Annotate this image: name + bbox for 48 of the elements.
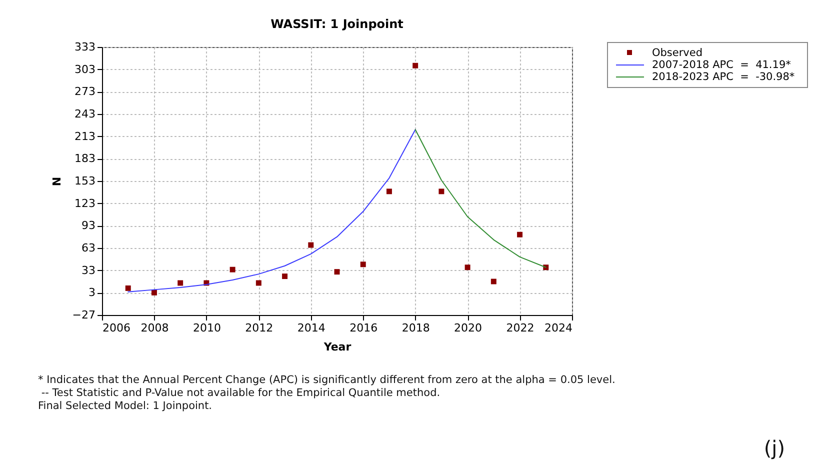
- y-axis-title: N: [50, 176, 64, 186]
- point: [438, 188, 444, 194]
- x-tick-label: 2016: [350, 322, 378, 334]
- legend-label: 2007-2018 APC = 41.19*: [652, 59, 791, 71]
- x-tick-label: 2014: [297, 322, 326, 334]
- text: -- Test Statistic and P-Value not available for the Empirical Quantile method.: [41, 387, 440, 399]
- legend-label: 2018-2023 APC = -30.98*: [652, 71, 795, 83]
- x-tick-label: 2024: [544, 322, 572, 334]
- point: [360, 262, 366, 268]
- x-tick-label: 2022: [506, 322, 534, 334]
- point: [230, 266, 236, 272]
- y-tick-label: 3: [88, 286, 96, 300]
- point: [151, 290, 157, 296]
- point: [386, 188, 392, 194]
- point: [256, 280, 262, 286]
- y-tick-label: 93: [82, 219, 96, 232]
- point: [334, 269, 340, 275]
- text: * Indicates that the Annual Percent Change (APC) is significantly different from zero at the alpha = 0.05 level.: [38, 374, 616, 386]
- x-tick-label: 2020: [454, 322, 482, 334]
- y-tick-label: 123: [74, 196, 96, 210]
- point: [282, 274, 288, 280]
- point: [178, 280, 184, 286]
- y-tick-label: 333: [74, 40, 96, 54]
- point: [517, 232, 523, 238]
- chart-title: WASSIT: 1 Joinpoint: [270, 17, 404, 31]
- x-tick-label: 2006: [102, 322, 130, 334]
- x-tick-label: 2018: [402, 322, 430, 334]
- point: [125, 285, 131, 291]
- point: [412, 62, 418, 68]
- y-tick-label: 183: [74, 152, 96, 166]
- y-tick-label: 243: [74, 108, 96, 120]
- y-tick-label: 63: [82, 242, 96, 254]
- legend-label: Observed: [652, 47, 703, 59]
- y-tick-label: 303: [74, 62, 96, 76]
- point: [308, 242, 314, 248]
- point: [490, 278, 496, 284]
- x-axis-title: Year: [322, 340, 352, 354]
- x-tick-label: 2010: [192, 322, 221, 334]
- y-tick-label: 213: [74, 130, 96, 143]
- text: (j): [764, 436, 785, 460]
- point: [464, 264, 470, 270]
- y-tick-label: −27: [72, 308, 96, 322]
- y-tick-label: 33: [82, 264, 96, 277]
- text: Final Selected Model: 1 Joinpoint.: [38, 400, 212, 412]
- x-tick-label: 2012: [245, 322, 274, 334]
- y-tick-label: 153: [74, 174, 96, 188]
- y-tick-label: 273: [74, 85, 96, 98]
- x-tick-label: 2008: [140, 322, 169, 334]
